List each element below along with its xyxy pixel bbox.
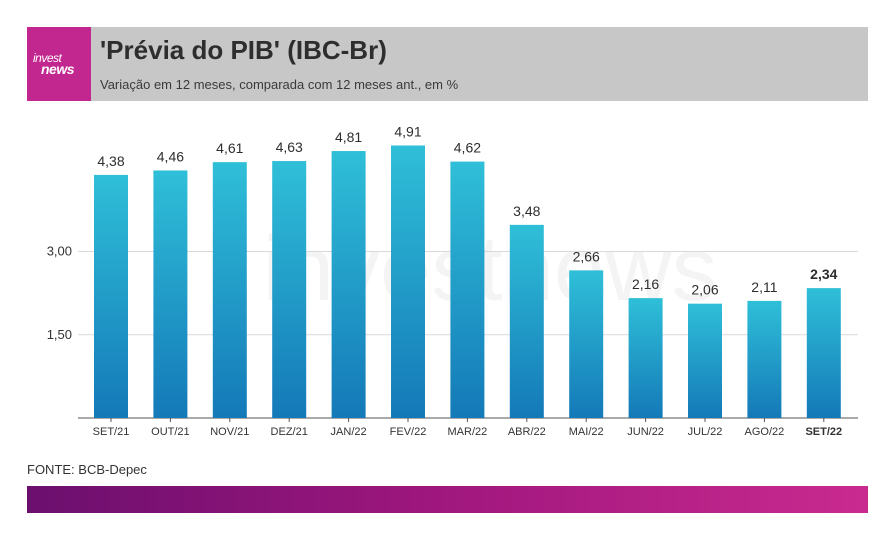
y-tick-label: 3,00 — [47, 244, 72, 259]
bar — [153, 170, 188, 418]
bar-value-label: 3,48 — [513, 203, 540, 219]
bar — [331, 151, 366, 419]
x-tick-label: AGO/22 — [745, 426, 785, 438]
x-tick-label: SET/21 — [93, 426, 130, 438]
bar-value-label: 4,81 — [335, 129, 362, 145]
source-note: FONTE: BCB-Depec — [27, 462, 147, 477]
x-tick-label: MAR/22 — [448, 426, 488, 438]
bar-value-label: 4,38 — [97, 153, 124, 169]
bar — [94, 174, 128, 418]
bar — [212, 162, 247, 418]
x-tick-label: ABR/22 — [508, 426, 546, 438]
bar — [747, 300, 782, 418]
bar — [569, 270, 604, 418]
x-tick-label: DEZ/21 — [271, 426, 308, 438]
bar-value-label: 2,11 — [751, 279, 777, 295]
x-tick-label: JUL/22 — [688, 426, 723, 438]
bar-value-label: 4,62 — [454, 140, 481, 156]
bar-value-label: 2,16 — [632, 276, 659, 292]
bar — [628, 298, 663, 418]
bar — [450, 161, 485, 418]
y-tick-label: 1,50 — [47, 327, 72, 342]
x-tick-label: MAI/22 — [569, 426, 604, 438]
logo-text-news: news — [41, 61, 75, 77]
header-banner: invest news 'Prévia do PIB' (IBC-Br) Var… — [27, 27, 868, 101]
bar-value-label: 2,66 — [573, 248, 600, 264]
bar — [272, 161, 307, 418]
bar-value-label: 4,61 — [216, 140, 243, 156]
bar-value-label: 4,63 — [276, 139, 303, 155]
x-tick-label: NOV/21 — [210, 426, 249, 438]
investnews-logo: invest news — [27, 27, 91, 101]
logo-text-invest: invest — [33, 51, 62, 65]
chart-title: 'Prévia do PIB' (IBC-Br) — [100, 35, 387, 65]
bar-value-label: 2,34 — [810, 266, 837, 282]
bar-value-label: 2,06 — [691, 282, 718, 298]
bar — [806, 288, 841, 418]
x-tick-label: SET/22 — [805, 426, 842, 438]
bar-value-label: 4,46 — [157, 148, 184, 164]
bar — [509, 224, 544, 418]
chart-subtitle: Variação em 12 meses, comparada com 12 m… — [100, 77, 459, 92]
x-tick-label: JAN/22 — [331, 426, 367, 438]
x-tick-label: JUN/22 — [627, 426, 664, 438]
bar — [688, 303, 722, 418]
bar — [391, 145, 425, 418]
footer-bar — [27, 486, 868, 513]
bar-value-label: 4,91 — [394, 123, 421, 139]
x-tick-label: FEV/22 — [390, 426, 427, 438]
x-tick-label: OUT/21 — [151, 426, 190, 438]
